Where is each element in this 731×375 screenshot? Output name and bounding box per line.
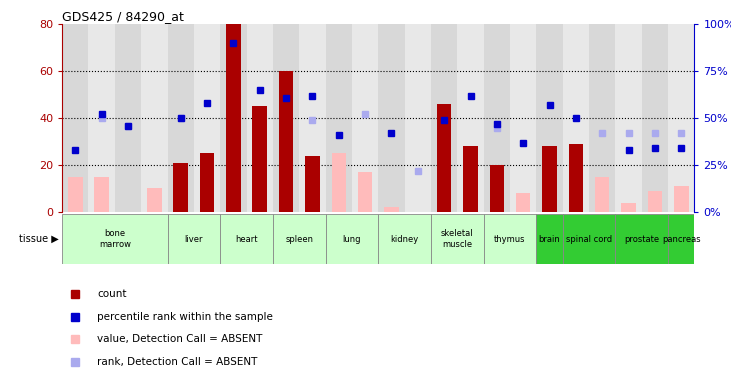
Bar <box>305 156 319 212</box>
Text: count: count <box>97 290 126 299</box>
Text: value, Detection Call = ABSENT: value, Detection Call = ABSENT <box>97 334 262 344</box>
Text: percentile rank within the sample: percentile rank within the sample <box>97 312 273 322</box>
Bar <box>167 24 194 212</box>
Bar <box>62 24 88 212</box>
Text: bone
marrow: bone marrow <box>99 230 131 249</box>
Bar <box>642 24 668 212</box>
Bar <box>463 146 478 212</box>
Bar <box>141 24 167 212</box>
Bar <box>405 24 431 212</box>
Text: liver: liver <box>185 235 203 244</box>
Bar <box>542 146 557 212</box>
Bar <box>220 24 246 212</box>
Bar <box>563 214 616 264</box>
Text: brain: brain <box>539 235 561 244</box>
Bar <box>200 153 214 212</box>
Bar <box>537 214 563 264</box>
Bar <box>220 214 273 264</box>
Bar <box>510 24 537 212</box>
Bar <box>325 24 352 212</box>
Bar <box>437 104 452 212</box>
Bar <box>246 24 273 212</box>
Bar <box>569 144 583 212</box>
Bar <box>173 163 188 212</box>
Bar <box>516 193 531 212</box>
Text: spleen: spleen <box>285 235 314 244</box>
Bar <box>537 24 563 212</box>
Bar <box>563 24 589 212</box>
Bar <box>279 71 293 212</box>
Bar <box>358 172 372 212</box>
Bar <box>194 24 220 212</box>
Bar <box>332 153 346 212</box>
Text: lung: lung <box>343 235 361 244</box>
Bar <box>273 24 299 212</box>
Bar <box>68 177 83 212</box>
Text: spinal cord: spinal cord <box>566 235 612 244</box>
Bar <box>668 214 694 264</box>
Bar <box>431 214 484 264</box>
Bar <box>62 214 167 264</box>
Bar <box>458 24 484 212</box>
Text: heart: heart <box>235 235 258 244</box>
Bar <box>648 191 662 212</box>
Bar <box>379 24 405 212</box>
Bar <box>167 214 220 264</box>
Bar <box>621 202 636 212</box>
Bar <box>616 214 668 264</box>
Bar <box>252 106 267 212</box>
Text: kidney: kidney <box>390 235 419 244</box>
Text: GDS425 / 84290_at: GDS425 / 84290_at <box>62 10 184 23</box>
Bar <box>273 214 325 264</box>
Bar <box>490 165 504 212</box>
Bar <box>88 24 115 212</box>
Bar <box>379 214 431 264</box>
Bar <box>668 24 694 212</box>
Bar <box>325 214 379 264</box>
Text: skeletal
muscle: skeletal muscle <box>441 230 474 249</box>
Bar <box>147 188 162 212</box>
Text: rank, Detection Call = ABSENT: rank, Detection Call = ABSENT <box>97 357 257 367</box>
Text: prostate: prostate <box>624 235 659 244</box>
Bar <box>589 24 616 212</box>
Bar <box>385 207 398 212</box>
Bar <box>674 186 689 212</box>
Bar <box>94 177 109 212</box>
Bar <box>352 24 379 212</box>
Bar <box>616 24 642 212</box>
Bar <box>431 24 458 212</box>
Bar <box>226 24 240 212</box>
Bar <box>484 214 537 264</box>
Text: tissue ▶: tissue ▶ <box>19 234 58 244</box>
Text: thymus: thymus <box>494 235 526 244</box>
Bar <box>595 177 610 212</box>
Bar <box>115 24 141 212</box>
Bar <box>299 24 325 212</box>
Bar <box>484 24 510 212</box>
Text: pancreas: pancreas <box>662 235 700 244</box>
